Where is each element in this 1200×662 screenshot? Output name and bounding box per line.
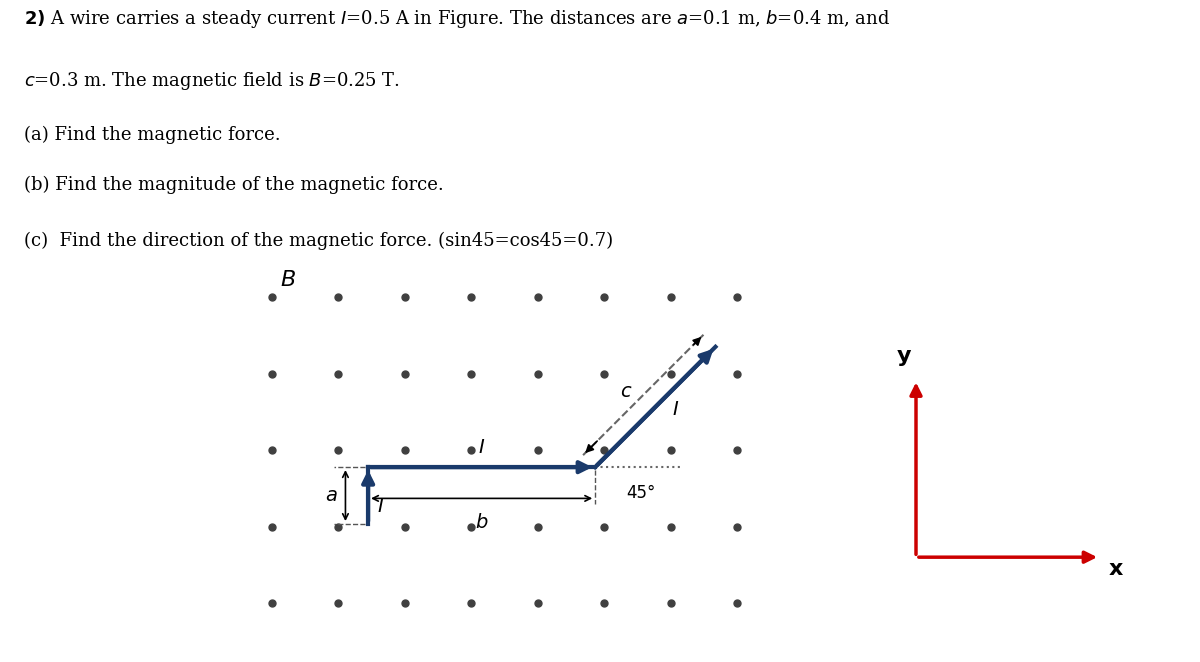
Text: $\bf{x}$: $\bf{x}$ <box>1108 558 1124 580</box>
Text: $\it{c}$: $\it{c}$ <box>620 383 632 401</box>
Text: $\it{I}$: $\it{I}$ <box>377 498 384 516</box>
Text: $\it{c}$=0.3 m. The magnetic field is $\it{B}$=0.25 T.: $\it{c}$=0.3 m. The magnetic field is $\… <box>24 70 400 93</box>
Text: $\it{I}$: $\it{I}$ <box>478 439 485 457</box>
Text: 45°: 45° <box>626 484 655 502</box>
Text: $\it{I}$: $\it{I}$ <box>672 401 679 419</box>
Text: (b) Find the magnitude of the magnetic force.: (b) Find the magnitude of the magnetic f… <box>24 176 444 195</box>
Text: $\bf{y}$: $\bf{y}$ <box>896 346 912 368</box>
Text: $\it{B}$: $\it{B}$ <box>280 269 296 291</box>
Text: $\bf{2)}$ A wire carries a steady current $\it{I}$=0.5 A in Figure. The distance: $\bf{2)}$ A wire carries a steady curren… <box>24 7 890 30</box>
Text: $\it{a}$: $\it{a}$ <box>325 487 337 504</box>
Text: (c)  Find the direction of the magnetic force. (sin45=cos45=0.7): (c) Find the direction of the magnetic f… <box>24 232 613 250</box>
Text: $\it{b}$: $\it{b}$ <box>475 512 488 532</box>
Text: (a) Find the magnetic force.: (a) Find the magnetic force. <box>24 126 281 144</box>
